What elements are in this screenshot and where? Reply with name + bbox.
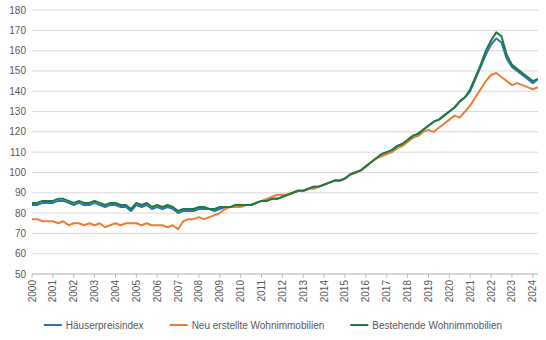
- x-tick-label: 2010: [235, 280, 246, 303]
- y-tick-label: 150: [9, 65, 26, 76]
- y-tick-label: 140: [9, 86, 26, 97]
- x-tick-label: 2012: [277, 280, 288, 303]
- x-tick-label: 2000: [27, 280, 38, 303]
- grid-line: [32, 111, 538, 112]
- x-tick: [303, 274, 304, 278]
- grid-line: [32, 274, 538, 275]
- grid-line: [32, 233, 538, 234]
- x-tick-label: 2003: [89, 280, 100, 303]
- x-tick: [282, 274, 283, 278]
- x-tick-label: 2011: [256, 280, 267, 302]
- x-tick: [386, 274, 387, 278]
- y-tick-label: 180: [9, 5, 26, 16]
- x-tick: [491, 274, 492, 278]
- y-tick-label: 160: [9, 45, 26, 56]
- legend-swatch: [350, 324, 368, 326]
- y-tick-label: 80: [15, 208, 27, 219]
- grid-line: [32, 70, 538, 71]
- grid-line: [32, 172, 538, 173]
- x-tick-label: 2015: [339, 280, 350, 303]
- x-tick-label: 2013: [298, 280, 309, 303]
- x-tick: [261, 274, 262, 278]
- x-tick: [344, 274, 345, 278]
- x-tick-label: 2020: [444, 280, 455, 303]
- legend-label: Häuserpreisindex: [66, 320, 144, 331]
- y-tick-label: 60: [15, 248, 27, 259]
- series-line: [32, 32, 538, 211]
- legend-swatch: [170, 324, 188, 326]
- series-line: [32, 38, 538, 213]
- x-tick-label: 2006: [152, 280, 163, 303]
- x-tick: [73, 274, 74, 278]
- x-tick: [365, 274, 366, 278]
- grid-line: [32, 10, 538, 11]
- x-tick-label: 2004: [110, 280, 121, 303]
- y-tick-label: 70: [15, 228, 27, 239]
- y-tick-label: 90: [15, 187, 27, 198]
- x-tick: [219, 274, 220, 278]
- x-tick-label: 2016: [360, 280, 371, 303]
- x-tick-label: 2018: [402, 280, 413, 303]
- x-tick: [178, 274, 179, 278]
- x-tick-label: 2009: [214, 280, 225, 303]
- x-axis: [32, 274, 538, 275]
- grid-line: [32, 253, 538, 254]
- x-tick: [428, 274, 429, 278]
- x-tick-label: 2017: [381, 280, 392, 303]
- grid-line: [32, 30, 538, 31]
- x-tick: [52, 274, 53, 278]
- x-tick: [532, 274, 533, 278]
- y-tick-label: 110: [10, 147, 26, 158]
- x-tick-label: 2008: [193, 280, 204, 303]
- x-tick-label: 2023: [506, 280, 517, 303]
- x-tick: [511, 274, 512, 278]
- grid-line: [32, 213, 538, 214]
- legend-label: Neu erstellte Wohnimmobilien: [192, 320, 325, 331]
- x-tick-label: 2021: [465, 280, 476, 303]
- grid-line: [32, 50, 538, 51]
- legend-swatch: [44, 324, 62, 326]
- y-tick-label: 50: [15, 269, 27, 280]
- legend-label: Bestehende Wohnimmobilien: [372, 320, 502, 331]
- x-tick: [198, 274, 199, 278]
- x-tick-label: 2022: [486, 280, 497, 303]
- x-tick: [449, 274, 450, 278]
- x-tick: [407, 274, 408, 278]
- y-tick-label: 130: [9, 106, 26, 117]
- x-tick: [470, 274, 471, 278]
- y-tick-label: 100: [9, 167, 26, 178]
- x-tick: [136, 274, 137, 278]
- grid-line: [32, 152, 538, 153]
- x-tick-label: 2024: [527, 280, 538, 303]
- grid-line: [32, 91, 538, 92]
- x-tick-label: 2002: [68, 280, 79, 303]
- x-tick: [157, 274, 158, 278]
- y-tick-label: 170: [9, 25, 26, 36]
- x-tick: [240, 274, 241, 278]
- series-line: [32, 73, 538, 229]
- x-tick-label: 2001: [47, 280, 58, 303]
- series-group: [32, 32, 538, 229]
- x-tick: [94, 274, 95, 278]
- x-tick: [32, 274, 33, 278]
- y-tick-label: 120: [9, 126, 26, 137]
- x-tick-label: 2007: [173, 280, 184, 303]
- chart: 50 60 70 80 90 100 110 120 130 140 150 160 170 180 200…: [0, 0, 546, 340]
- grid-line: [32, 192, 538, 193]
- x-tick-label: 2019: [423, 280, 434, 303]
- x-tick-label: 2005: [131, 280, 142, 303]
- x-tick: [324, 274, 325, 278]
- legend: Häuserpreisindex Neu erstellte Wohnimmobi…: [44, 320, 502, 331]
- x-tick-label: 2014: [319, 280, 330, 303]
- grid-line: [32, 131, 538, 132]
- x-tick: [115, 274, 116, 278]
